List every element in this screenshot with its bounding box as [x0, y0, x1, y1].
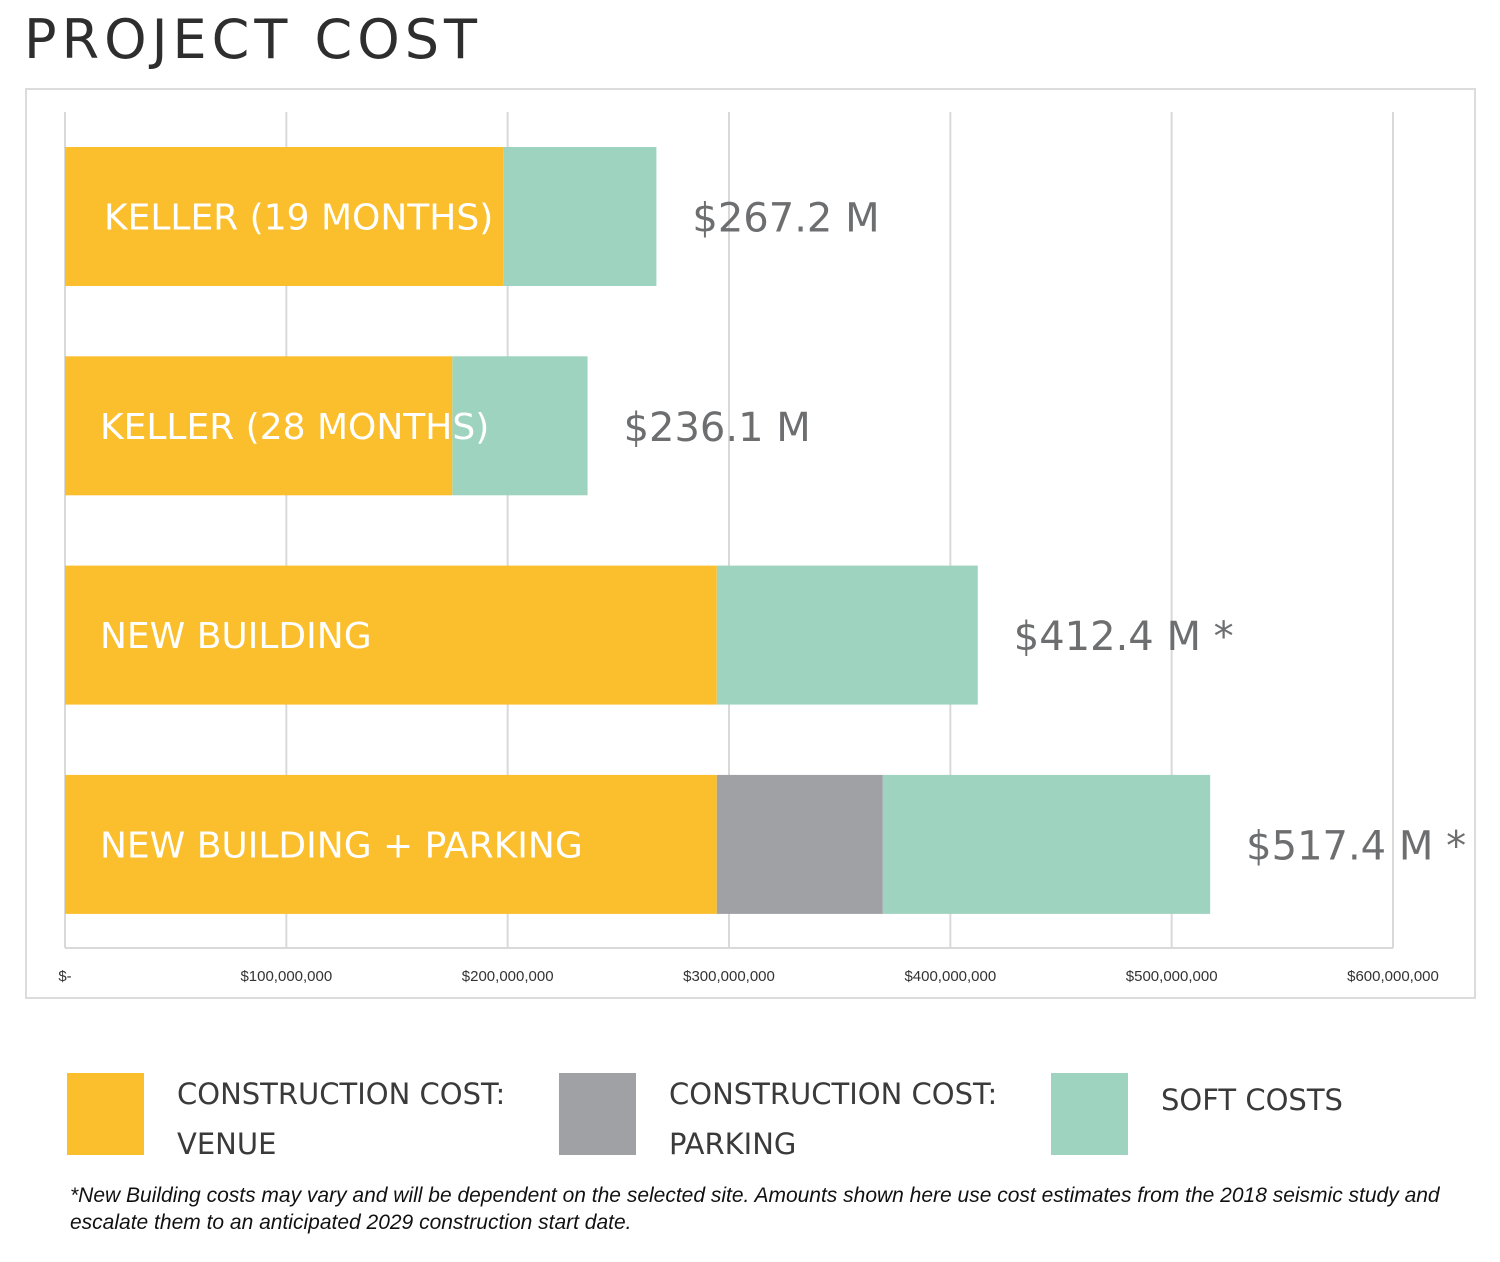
bar-2-series-0: [65, 565, 717, 705]
bar-3-series-0: [65, 774, 717, 914]
legend-label-parking-line1: CONSTRUCTION COST:: [669, 1077, 998, 1111]
bar-2-series-2: [716, 565, 978, 705]
legend-swatch-soft-costs: [1051, 1073, 1128, 1155]
total-label-1: $236.1 M: [624, 405, 811, 451]
legend-label-soft-costs-line1: SOFT COSTS: [1161, 1083, 1343, 1117]
footnote: *New Building costs may vary and will be…: [70, 1184, 1440, 1234]
legend-label-parking: CONSTRUCTION COST: PARKING: [669, 1069, 997, 1169]
x-tick-label-4: $400,000,000: [904, 968, 996, 985]
category-label-0: KELLER (19 MONTHS): [104, 198, 493, 239]
bar-0-series-0: [65, 147, 504, 286]
legend-swatch-venue: [67, 1073, 144, 1155]
category-label-2: NEW BUILDING: [100, 616, 372, 657]
legend-label-parking-line2: PARKING: [669, 1127, 797, 1161]
page-title: PROJECT COST: [24, 8, 482, 71]
bar-3-series-1: [716, 774, 883, 914]
x-tick-label-3: $300,000,000: [683, 968, 775, 985]
category-label-1: KELLER (28 MONTHS): [100, 407, 489, 448]
x-tick-label-2: $200,000,000: [462, 968, 554, 985]
legend-swatch-parking: [559, 1073, 636, 1155]
bar-3-series-2: [882, 774, 1211, 914]
legend-label-soft-costs: SOFT COSTS: [1161, 1075, 1343, 1125]
total-label-3: $517.4 M *: [1246, 823, 1466, 869]
bar-0-series-2: [503, 147, 657, 286]
bar-1-series-0: [65, 356, 453, 496]
legend-label-venue-line1: CONSTRUCTION COST:: [177, 1077, 506, 1111]
bar-1-series-2: [452, 356, 588, 496]
legend-label-venue: CONSTRUCTION COST: VENUE: [177, 1069, 505, 1169]
x-tick-label-6: $600,000,000: [1347, 968, 1439, 985]
legend-label-venue-line2: VENUE: [177, 1127, 277, 1161]
total-label-0: $267.2 M: [692, 196, 879, 242]
chart-frame: [25, 88, 1476, 999]
x-tick-label-0: $-: [58, 968, 71, 985]
total-label-2: $412.4 M *: [1014, 614, 1234, 660]
category-label-3: NEW BUILDING + PARKING: [100, 825, 583, 866]
x-tick-label-5: $500,000,000: [1126, 968, 1218, 985]
project-cost-chart: $- $100,000,000 $200,000,000 $300,000,000 $4…: [58, 112, 1466, 985]
x-tick-label-1: $100,000,000: [240, 968, 332, 985]
